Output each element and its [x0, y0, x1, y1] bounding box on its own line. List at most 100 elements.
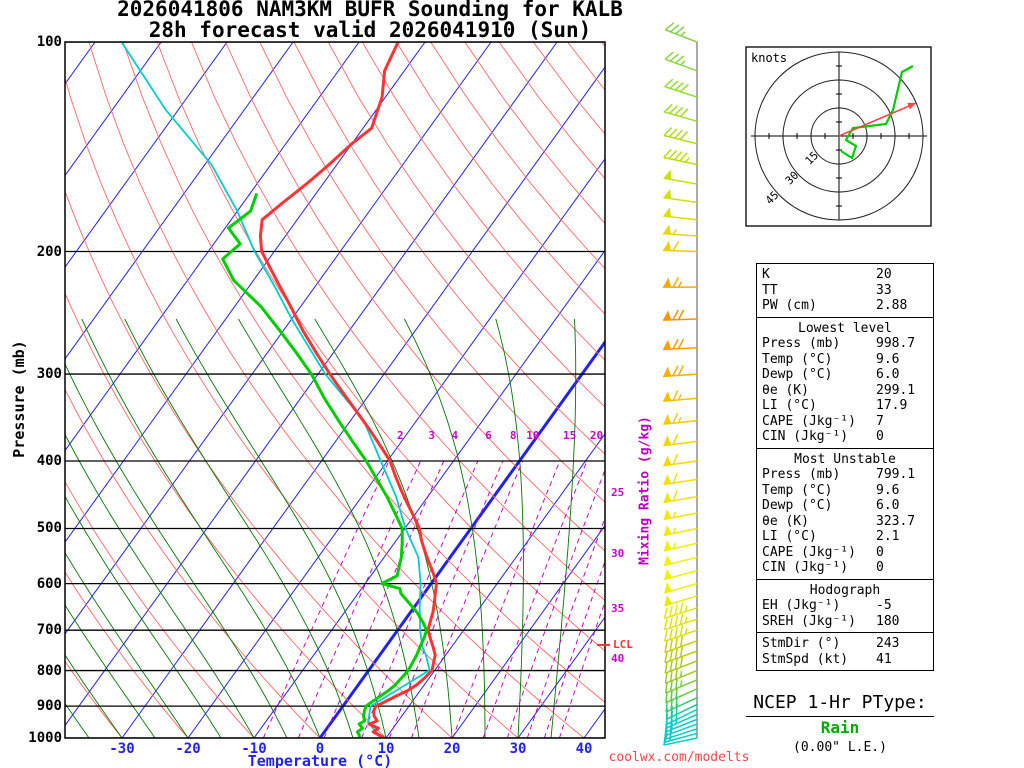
stats-value: 7: [876, 413, 884, 429]
wind-barb: [663, 509, 698, 521]
wind-barb: [663, 554, 698, 567]
wind-barb: [663, 568, 698, 581]
stats-row: Dewp (°C) 6.0: [762, 367, 928, 383]
wind-barb: [663, 412, 698, 425]
stats-section: StmDir (°) 243 StmSpd (kt) 41: [757, 632, 933, 670]
wind-barb: [663, 602, 698, 620]
stats-value: 20: [876, 267, 892, 282]
wind-barb: [663, 734, 698, 746]
wind-barb: [662, 240, 698, 253]
wind-barb: [663, 207, 698, 221]
stats-section-title: Hodograph: [809, 582, 881, 598]
wind-barb: [663, 613, 698, 631]
stats-value: -5: [876, 598, 892, 613]
stats-label: θe (K): [762, 513, 809, 529]
stats-row: CIN (Jkg⁻¹) 0: [762, 560, 928, 576]
wind-barb: [663, 188, 698, 204]
stats-label: Temp (°C): [762, 351, 833, 367]
stats-section: K 20 TT 33 PW (cm) 2.88: [757, 264, 933, 317]
ptype-amount: (0.00" L.E.): [793, 740, 887, 755]
dry-adiabat-lines: [65, 42, 605, 738]
stats-row: CAPE (Jkg⁻¹) 0: [762, 545, 928, 561]
wind-barb: [663, 148, 698, 166]
wind-barb: [664, 595, 698, 607]
wind-barb: [663, 338, 698, 351]
stats-row: Press (mb) 998.7: [762, 336, 928, 352]
stats-row: Temp (°C) 9.6: [762, 483, 928, 499]
stats-value: 0: [876, 429, 884, 444]
stats-row: K 20: [762, 267, 928, 283]
stats-label: Dewp (°C): [762, 498, 833, 513]
stats-row: CAPE (Jkg⁻¹) 7: [762, 414, 928, 430]
stats-value: 323.7: [876, 513, 916, 529]
stats-row: Press (mb) 799.1: [762, 467, 928, 483]
stats-value: 243: [876, 636, 900, 651]
plot-border: [64, 41, 606, 739]
skewt-plot-area: [65, 42, 605, 738]
wind-barb: [663, 365, 698, 378]
isotherm-lines: [65, 42, 605, 738]
stats-row: StmDir (°) 243: [762, 636, 928, 652]
stats-label: CIN (Jkg⁻¹): [762, 560, 849, 575]
wind-barb: [663, 540, 698, 552]
stats-value: 799.1: [876, 467, 916, 482]
stats-section: Lowest level Press (mb) 998.7 Temp (°C) 9.6 D…: [757, 316, 933, 448]
stats-row: Temp (°C) 9.6: [762, 352, 928, 368]
stats-value: 0: [876, 560, 884, 575]
chart-title: 2026041806 NAM3KM BUFR Sounding for KALB: [117, 0, 623, 21]
stats-label: PW (cm): [762, 298, 817, 313]
stats-value: 41: [876, 651, 892, 667]
stats-value: 0: [876, 544, 884, 560]
wind-barb: [663, 525, 698, 537]
wind-barb: [663, 490, 698, 504]
wind-barb: [664, 51, 698, 72]
wind-barb: [664, 78, 698, 98]
wind-barb: [663, 224, 698, 237]
stats-row: StmSpd (kt) 41: [762, 652, 928, 668]
stats-panel: K 20 TT 33 PW (cm) 2.88 Lowest level Press (mb)…: [756, 263, 934, 671]
wind-barb: [664, 668, 698, 684]
wind-barb: [663, 434, 698, 447]
wind-barb-column: [662, 22, 698, 746]
temperature-curve: [258, 42, 438, 738]
stats-row: θe (K) 299.1: [762, 383, 928, 399]
ptype-heading: NCEP 1-Hr PType:: [746, 692, 934, 717]
wind-barb: [663, 277, 697, 288]
stats-row: CIN (Jkg⁻¹) 0: [762, 429, 928, 445]
stats-value: 17.9: [876, 398, 908, 413]
wind-barb: [662, 309, 698, 321]
stats-label: θe (K): [762, 382, 809, 398]
wind-barb: [664, 624, 698, 642]
wind-barb: [663, 169, 698, 185]
stats-label: K: [762, 267, 770, 282]
wind-barb: [663, 453, 698, 467]
stats-value: 9.6: [876, 482, 900, 498]
wind-barb: [664, 582, 698, 594]
stats-row: θe (K) 323.7: [762, 514, 928, 530]
mixing-ratio-lines: [262, 460, 605, 738]
stats-label: EH (Jkg⁻¹): [762, 598, 841, 613]
wind-barb: [664, 635, 698, 654]
stats-label: Temp (°C): [762, 482, 833, 498]
stats-label: TT: [762, 282, 778, 298]
wind-barb: [663, 390, 698, 402]
stats-label: CIN (Jkg⁻¹): [762, 429, 849, 444]
pressure-grid-lines: [65, 42, 605, 738]
stats-value: 9.6: [876, 351, 900, 367]
dewpoint-curve: [221, 192, 429, 738]
stats-label: LI (°C): [762, 529, 817, 544]
stats-value: 2.88: [876, 298, 908, 313]
parcel-curve: [120, 42, 431, 738]
stats-value: 299.1: [876, 382, 916, 398]
stats-section-title: Lowest level: [798, 320, 892, 336]
stats-value: 998.7: [876, 336, 916, 351]
stats-label: Dewp (°C): [762, 367, 833, 382]
wind-barb: [663, 127, 698, 145]
stats-section: Hodograph EH (Jkg⁻¹) -5 SREH (Jkg⁻¹) 180: [757, 578, 933, 633]
hodograph-units-label: knots: [751, 51, 788, 65]
stats-value: 6.0: [876, 367, 900, 382]
stats-label: LI (°C): [762, 398, 817, 413]
